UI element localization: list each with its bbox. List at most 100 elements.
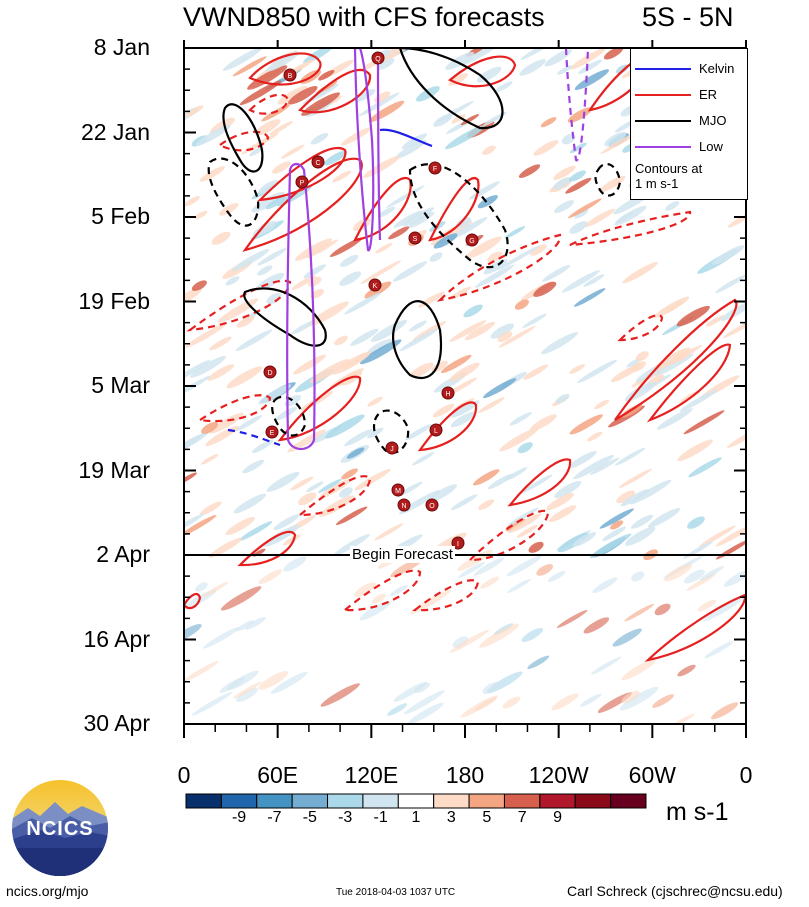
shade-cell (622, 261, 658, 284)
shade-cell (290, 476, 314, 491)
shade-cell (184, 514, 217, 538)
shade-cell (249, 146, 264, 157)
tc-marker-circle (429, 423, 443, 437)
tc-marker-label: Q (375, 56, 381, 63)
contour-er-positive (646, 343, 732, 423)
colorbar-segment (539, 793, 576, 809)
shade-cell (478, 397, 505, 413)
shade-cell (219, 203, 239, 216)
shade-cell (569, 170, 587, 182)
shade-cell (450, 494, 478, 511)
shade-cell (522, 364, 549, 380)
shade-cell (254, 119, 281, 136)
shade-cell (184, 359, 211, 382)
shade-cell (294, 238, 332, 261)
shade-cell (497, 245, 539, 270)
shade-cell (688, 457, 722, 478)
tc-marker: H (441, 386, 455, 400)
shade-cell (339, 254, 359, 267)
shade-cell (502, 696, 521, 709)
shade-cell (366, 427, 384, 439)
shade-cell (506, 555, 542, 577)
shade-cell (449, 362, 480, 382)
shade-cell (490, 323, 514, 339)
shade-cell (569, 221, 588, 234)
colorbar-units: m s-1 (666, 798, 729, 826)
shade-cell (341, 127, 372, 146)
contour-er-negative (342, 569, 422, 612)
shade-cell (509, 411, 532, 426)
shade-cell (263, 524, 300, 547)
contour-er-negative (436, 233, 562, 302)
shade-cell (432, 403, 455, 418)
shade-cell (727, 428, 746, 448)
colorbar-segment (362, 793, 399, 809)
shade-cell (541, 332, 578, 355)
shade-cell (301, 92, 340, 116)
shade-cell (592, 577, 618, 593)
contour-mjo-positive (243, 287, 327, 347)
shade-cell (266, 471, 300, 492)
footer-timestamp: Tue 2018-04-03 1037 UTC (336, 887, 456, 898)
shade-cell (202, 626, 240, 649)
shade-cell (411, 452, 435, 466)
shade-cell (552, 176, 572, 190)
tc-marker-label: J (390, 446, 394, 453)
shade-cell (616, 490, 636, 504)
shade-cell (433, 233, 458, 249)
footer-site[interactable]: ncics.org/mjo (6, 883, 89, 899)
shade-cell (266, 293, 282, 305)
begin-forecast-label: Begin Forecast (350, 546, 455, 563)
y-tick-label: 5 Mar (91, 372, 150, 398)
shade-cell (652, 694, 674, 708)
shade-cell (573, 288, 606, 307)
tc-marker-circle (397, 498, 411, 512)
shade-cell (258, 180, 280, 194)
shade-cell (584, 208, 616, 228)
legend-item-mjo: MJO (635, 113, 745, 128)
y-tick-label: 19 Feb (78, 287, 150, 314)
shade-cell (202, 581, 229, 598)
shade-cell (320, 683, 360, 707)
contour-kelvin-negative (227, 428, 281, 447)
shade-cell (309, 359, 350, 384)
shade-cell (360, 339, 402, 365)
shade-cell (191, 691, 233, 716)
shade-cell (235, 415, 263, 432)
shade-cell (377, 58, 395, 70)
shade-cell (236, 620, 254, 632)
shade-cell (619, 686, 659, 711)
shade-cell (334, 534, 371, 556)
shade-cell (257, 265, 273, 276)
shade-cell (388, 226, 410, 240)
shade-cell (184, 472, 197, 485)
contour-mjo-negative (594, 162, 622, 197)
shade-cell (549, 505, 577, 523)
shade-cell (265, 196, 286, 210)
shade-cell (527, 655, 550, 670)
shade-cell (293, 354, 327, 375)
shade-cell (504, 226, 526, 239)
contour-er-negative (217, 130, 270, 152)
tc-marker: G (465, 233, 479, 247)
legend-label-er: ER (699, 87, 718, 102)
shade-cell (574, 209, 589, 219)
shade-cell (702, 597, 744, 622)
shade-cell (557, 65, 573, 75)
shade-cell (720, 301, 746, 321)
shade-cell (334, 335, 348, 346)
shade-cell (332, 170, 352, 183)
colorbar-segment (433, 793, 470, 809)
shade-cell (599, 175, 626, 193)
shade-cell (184, 287, 203, 308)
shade-cell (508, 513, 542, 534)
shade-cell (677, 439, 713, 462)
shade-cell (409, 362, 434, 379)
contour-low-positive (286, 162, 316, 451)
shade-cell (189, 355, 226, 378)
shade-cell (220, 586, 262, 611)
shade-cell (184, 196, 200, 207)
shade-cell (482, 681, 500, 694)
tc-marker: J (385, 441, 399, 455)
shade-cell (273, 514, 300, 531)
